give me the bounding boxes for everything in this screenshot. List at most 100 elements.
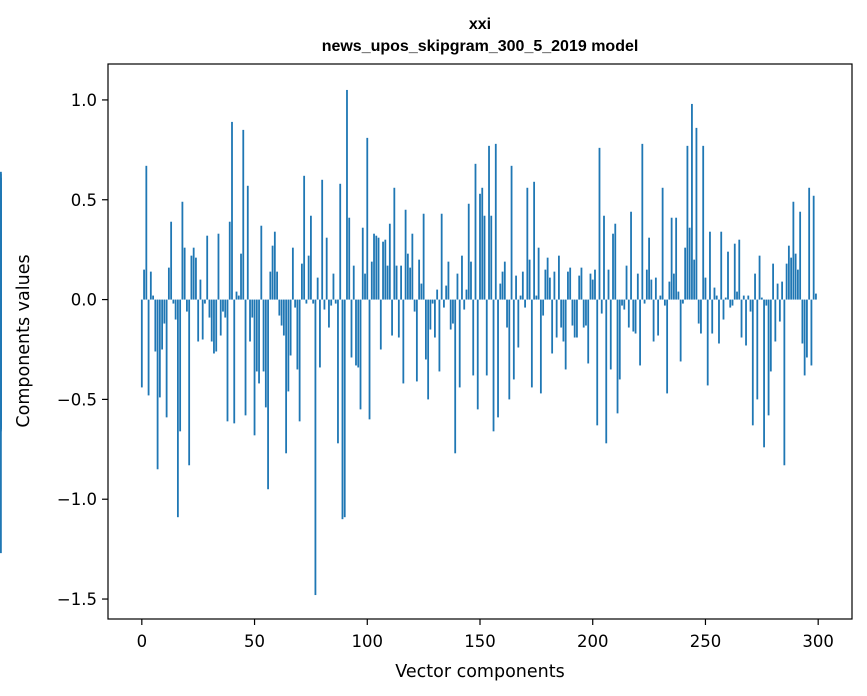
bar-component-178 — [542, 299, 545, 316]
bar-component-148 — [474, 163, 477, 300]
bar-component-44 — [240, 253, 242, 300]
bar-component-271 — [751, 299, 754, 426]
bar-component-203 — [598, 147, 601, 300]
y-axis-label: Components values — [14, 254, 34, 427]
bar-component-294 — [803, 299, 806, 376]
bar-component-277 — [765, 299, 768, 306]
bar-component-268 — [745, 299, 747, 346]
bar-component-18 — [181, 201, 184, 300]
bar-component-117 — [404, 209, 407, 300]
bar-component-27 — [201, 299, 204, 340]
bar-component-116 — [402, 299, 405, 384]
bar-component-80 — [321, 179, 324, 300]
bar-component-168 — [519, 295, 522, 300]
bar-component-241 — [684, 247, 687, 300]
bar-component-226 — [650, 279, 653, 300]
bar-component-188 — [564, 299, 567, 370]
bar-component-180 — [546, 257, 549, 300]
bar-component-94 — [352, 265, 355, 300]
bar-component-273 — [756, 299, 759, 400]
bar-component-130 — [434, 299, 436, 338]
bar-component-257 — [720, 231, 723, 300]
bar-component-172 — [528, 259, 531, 300]
bar-component-248 — [700, 299, 702, 334]
bar-component-29 — [206, 235, 209, 300]
bar-component-126 — [424, 299, 427, 360]
chart-subtitle: news_upos_skipgram_300_5_2019 model — [322, 38, 639, 55]
bar-component-167 — [517, 299, 520, 348]
bar-component-134 — [443, 299, 445, 308]
bar-component-49 — [251, 299, 254, 318]
bar-component-139 — [454, 299, 457, 454]
bar-component-283 — [778, 299, 781, 322]
bar-component-250 — [704, 277, 707, 300]
bar-component-258 — [722, 299, 725, 320]
bar-component-39 — [228, 221, 231, 300]
bar-component-281 — [774, 299, 777, 342]
bar-component-68 — [294, 299, 297, 308]
bar-component-19 — [183, 247, 186, 300]
bar-component-65 — [287, 299, 290, 392]
y-tick-label-1: −1.0 — [57, 490, 97, 509]
bar-component-200 — [591, 279, 594, 300]
bar-component-264 — [736, 291, 738, 300]
bar-component-135 — [445, 285, 448, 300]
x-tick-label-150: 150 — [464, 632, 496, 651]
bar-component-57 — [269, 271, 272, 300]
bar-component-114 — [397, 299, 400, 338]
bar-component-206 — [605, 299, 608, 444]
bars-layer — [0, 89, 817, 596]
bar-component-296 — [808, 187, 811, 300]
bar-component-286 — [785, 263, 788, 300]
bar-component-240 — [682, 299, 684, 304]
bar-component-46 — [244, 299, 247, 416]
bar-component-113 — [395, 265, 398, 300]
bar-component-103 — [373, 233, 375, 300]
bar-component-218 — [632, 299, 635, 332]
bar-component-37 — [224, 299, 227, 318]
bar-component-132 — [438, 299, 441, 372]
bar-component-undefined — [0, 299, 2, 376]
x-axis-ticks: 0 50 100 150 200 250 300 — [137, 619, 834, 651]
bar-component-11 — [165, 299, 168, 418]
bar-component-26 — [199, 279, 202, 300]
bar-component-155 — [490, 215, 493, 300]
bar-component-272 — [754, 273, 756, 300]
bar-component-197 — [585, 299, 587, 326]
bar-component-279 — [769, 299, 772, 372]
bar-component-233 — [666, 299, 669, 394]
bar-component-35 — [219, 299, 222, 336]
bar-component-238 — [677, 291, 680, 300]
bar-component-149 — [476, 299, 479, 410]
bar-component-125 — [422, 213, 425, 300]
bar-component-3 — [147, 299, 150, 396]
bar-component-142 — [461, 255, 463, 300]
bar-component-243 — [688, 227, 691, 300]
bar-component-255 — [715, 295, 718, 300]
bar-component-63 — [282, 299, 285, 336]
bar-component-297 — [810, 299, 813, 366]
bar-component-66 — [289, 299, 292, 356]
bar-component-33 — [215, 299, 218, 352]
bar-component-158 — [497, 299, 499, 418]
bar-component-164 — [510, 165, 513, 300]
bar-component-289 — [792, 201, 795, 300]
bar-component-290 — [794, 253, 797, 300]
bar-component-77 — [314, 299, 317, 596]
bar-component-144 — [465, 289, 468, 300]
bar-component-252 — [709, 231, 711, 300]
bar-component-47 — [246, 185, 249, 300]
bar-component-20 — [186, 299, 188, 312]
bar-component-111 — [391, 299, 393, 336]
bar-component-112 — [393, 187, 396, 300]
bar-component-79 — [319, 299, 321, 368]
bar-component-143 — [463, 299, 466, 310]
bar-component-220 — [636, 273, 639, 300]
bar-component-105 — [377, 237, 380, 300]
bar-component-237 — [675, 217, 678, 300]
bar-component-242 — [686, 145, 689, 300]
bar-component-156 — [492, 299, 495, 432]
bar-component-64 — [285, 299, 288, 454]
bar-component-118 — [406, 253, 409, 300]
